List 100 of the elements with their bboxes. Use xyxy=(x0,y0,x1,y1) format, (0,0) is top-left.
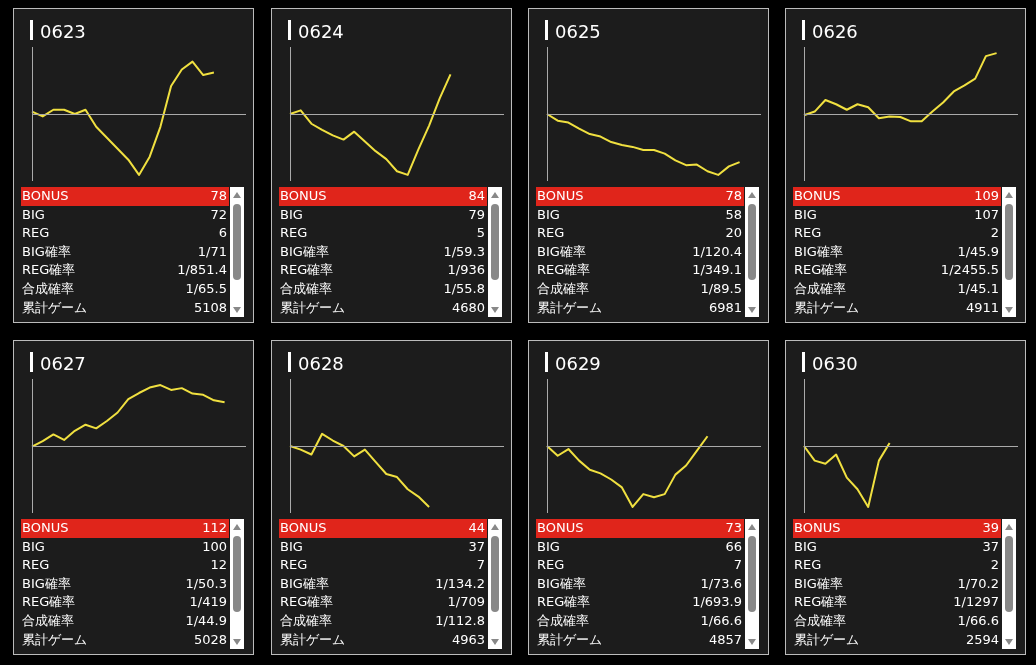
text: 37 xyxy=(468,537,485,556)
text: 44 xyxy=(468,519,485,537)
text: REG確率 xyxy=(537,261,591,280)
text: 1/2455.5 xyxy=(940,261,999,280)
text: 累計ゲーム xyxy=(794,298,859,317)
text: BIG xyxy=(794,205,817,224)
text: 2594 xyxy=(965,630,999,649)
text: BIG確率 xyxy=(22,574,71,593)
text: 1/89.5 xyxy=(700,279,742,298)
chart-title: 0625 xyxy=(555,21,601,43)
text: 1/1297 xyxy=(953,593,999,612)
chart-title: 0629 xyxy=(555,353,601,375)
text: 1/120.4 xyxy=(692,242,742,261)
text: 1/134.2 xyxy=(435,574,485,593)
text: 39 xyxy=(982,519,999,537)
text: 72 xyxy=(210,205,227,224)
text: 37 xyxy=(982,537,999,556)
text: 109 xyxy=(974,187,999,205)
text: 合成確率 xyxy=(537,611,589,630)
text: REG xyxy=(794,556,822,575)
text: REG xyxy=(280,224,308,243)
text: BONUS xyxy=(280,519,327,537)
text: REG確率 xyxy=(22,593,76,612)
text: BIG確率 xyxy=(537,574,586,593)
text: REG確率 xyxy=(794,261,848,280)
text: 合成確率 xyxy=(280,611,332,630)
text: 1/55.8 xyxy=(443,279,485,298)
text: 合成確率 xyxy=(22,611,74,630)
text: BIG xyxy=(794,537,817,556)
chart-title: 0630 xyxy=(812,353,858,375)
text: REG確率 xyxy=(280,261,334,280)
text: 1/349.1 xyxy=(692,261,742,280)
text: 107 xyxy=(974,205,999,224)
text: 合成確率 xyxy=(794,279,846,298)
text: 合成確率 xyxy=(794,611,846,630)
text: BONUS xyxy=(537,519,584,537)
text: 累計ゲーム xyxy=(22,298,87,317)
text: REG確率 xyxy=(794,593,848,612)
text: BIG xyxy=(22,537,45,556)
chart-title: 0628 xyxy=(298,353,344,375)
text: BONUS xyxy=(537,187,584,205)
text: 78 xyxy=(725,187,742,205)
text: 7 xyxy=(476,556,485,575)
text: REG確率 xyxy=(22,261,76,280)
text: 累計ゲーム xyxy=(280,298,345,317)
text: 1/45.1 xyxy=(957,279,999,298)
text: BIG xyxy=(22,205,45,224)
text: 1/44.9 xyxy=(185,611,227,630)
text: 4680 xyxy=(451,298,485,317)
text: 累計ゲーム xyxy=(280,630,345,649)
text: REG xyxy=(794,224,822,243)
text: 1/851.4 xyxy=(177,261,227,280)
text: BIG確率 xyxy=(794,574,843,593)
text: BIG確率 xyxy=(794,242,843,261)
text: 2 xyxy=(990,556,999,575)
text: 78 xyxy=(210,187,227,205)
text: BONUS xyxy=(22,187,69,205)
text: 58 xyxy=(725,205,742,224)
text: 累計ゲーム xyxy=(537,630,602,649)
text: 合成確率 xyxy=(280,279,332,298)
text: BIG確率 xyxy=(537,242,586,261)
text: 1/50.3 xyxy=(185,574,227,593)
text: 20 xyxy=(725,224,742,243)
text: BONUS xyxy=(22,519,69,537)
text: 1/419 xyxy=(189,593,227,612)
chart-title: 0624 xyxy=(298,21,344,43)
text: 1/936 xyxy=(447,261,485,280)
text: 累計ゲーム xyxy=(537,298,602,317)
text: 累計ゲーム xyxy=(794,630,859,649)
text: 66 xyxy=(725,537,742,556)
text: 84 xyxy=(468,187,485,205)
text: REG xyxy=(537,224,565,243)
text: 1/66.6 xyxy=(957,611,999,630)
text: BIG確率 xyxy=(22,242,71,261)
text: BIG xyxy=(537,537,560,556)
text: 2 xyxy=(990,224,999,243)
text: 5 xyxy=(476,224,485,243)
text: 4963 xyxy=(451,630,485,649)
text: 1/112.8 xyxy=(435,611,485,630)
text: 79 xyxy=(468,205,485,224)
text: BIG確率 xyxy=(280,242,329,261)
chart-title: 0626 xyxy=(812,21,858,43)
text: BONUS xyxy=(280,187,327,205)
text: REG確率 xyxy=(280,593,334,612)
text: BONUS xyxy=(794,519,841,537)
text: 1/70.2 xyxy=(957,574,999,593)
text: 1/709 xyxy=(447,593,485,612)
text: 5028 xyxy=(193,630,227,649)
text: 6 xyxy=(218,224,227,243)
text: BIG xyxy=(537,205,560,224)
text: REG xyxy=(280,556,308,575)
chart-title: 0623 xyxy=(40,21,86,43)
text: 合成確率 xyxy=(537,279,589,298)
text: 6981 xyxy=(708,298,742,317)
text: REG確率 xyxy=(537,593,591,612)
text: 112 xyxy=(202,519,227,537)
text: 1/66.6 xyxy=(700,611,742,630)
text: 4857 xyxy=(708,630,742,649)
text: 1/65.5 xyxy=(185,279,227,298)
text: 4911 xyxy=(965,298,999,317)
